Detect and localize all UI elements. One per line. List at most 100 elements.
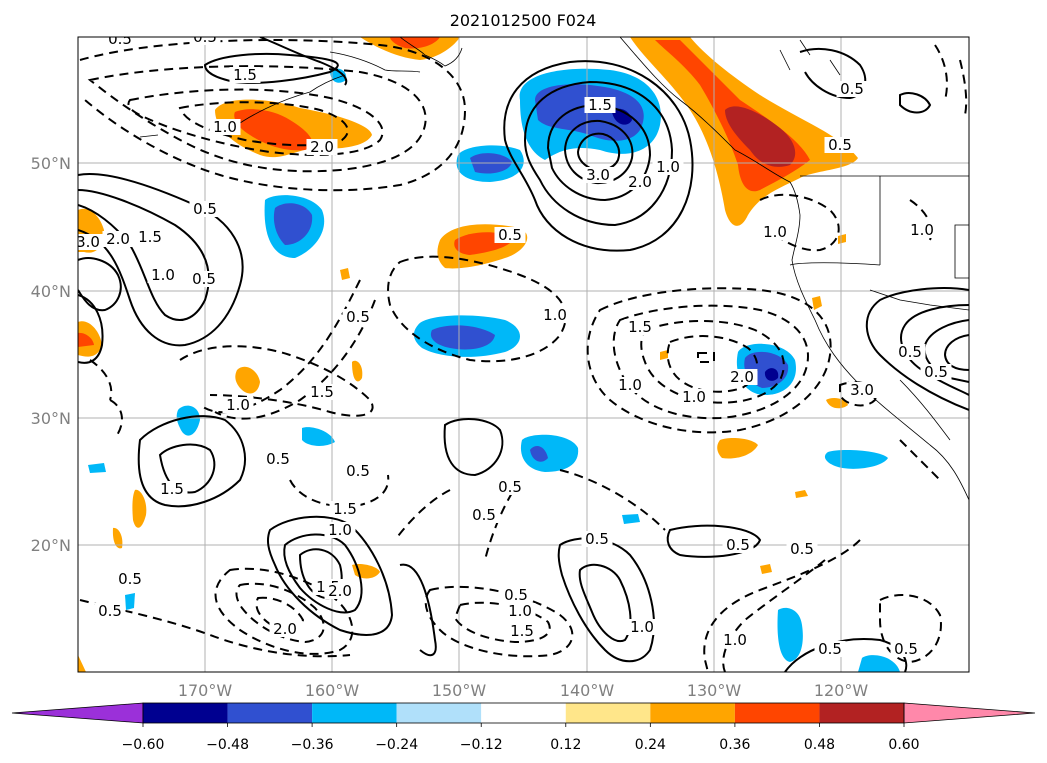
shaded-anomalies [78,37,900,672]
contour-label-bg [500,587,532,603]
map-frame [77,36,970,673]
lat-label-50n: 50°N [31,154,71,173]
colorbar-segment [143,703,228,723]
colorbar-tick-label: 0.60 [888,737,919,753]
contour-label: 0.5 [472,506,496,524]
contour-label-bg [786,541,818,557]
map-plot: 0.5 0.51.51.02.01.53.0 2.01.00.50.50.51.00… [78,37,969,672]
contour-label: 3.0 [850,381,874,399]
lat-label-20n: 20°N [31,536,71,555]
lon-label-140w: 140°W [560,681,615,700]
contour-label: 0.5 [840,80,864,98]
colorbar-segment [312,703,397,723]
contour-label-bg [324,522,356,538]
contour-label: 1.0 [618,376,642,394]
contour-label: 1.5 [138,228,162,246]
contour-label-bg [652,159,684,175]
colorbar: −0.60 −0.48 −0.36 −0.24 −0.12 0.12 0.24 0.36 0.4… [11,702,1036,753]
contour-label-bg [906,222,938,238]
contour-label: 0.5 [894,640,918,658]
contour-label: 0.5 [192,270,216,288]
contour-label-bg [114,571,146,587]
lon-label-150w: 150°W [432,681,487,700]
colorbar-segment [481,703,566,723]
colorbar-tick-label: 0.48 [804,737,835,753]
lat-label-30n: 30°N [31,409,71,428]
contour-label-bg [581,531,613,547]
contour-label: 2.0 [273,620,297,638]
colorbar-tick-label: 0.24 [635,737,666,753]
contour-label: 1.0 [543,306,567,324]
contour-label-bg [726,369,758,385]
contour-label-bg [894,344,926,360]
positive-anomaly-northwest-edge [360,37,460,60]
negative-anomaly-126w-15n [777,607,803,662]
contour-label-bg [759,224,791,240]
contour-label-bg [506,623,538,639]
contour-label-bg [262,451,294,467]
colorbar-segment [650,703,735,723]
contour-label-bg [209,119,241,135]
contour-label: 0.5 [193,200,217,218]
contour-label: 0.5 [818,640,842,658]
contour-label-bg [890,641,922,657]
contour-label-bg [814,641,846,657]
colorbar-tick-label: −0.12 [460,737,503,753]
contour-label-bg [222,397,254,413]
contour-label: 1.5 [233,66,257,84]
contour-label-bg [104,37,136,47]
contour-label: 1.0 [630,618,654,636]
contour-label: 1.5 [160,480,184,498]
contour-label-bg [494,479,526,495]
contour-label: 1.5 [310,383,334,401]
colorbar-tick-label: −0.36 [291,737,334,753]
contour-label-bg [920,364,952,380]
contour-label-bg [678,389,710,405]
contour-label-bg [504,603,536,619]
contour-label-bg [78,234,104,250]
contour-label: 0.5 [118,570,142,588]
contour-label: 0.5 [504,586,528,604]
contour-label: 1.0 [723,631,747,649]
contour-label-bg [614,377,646,393]
coastlines [139,37,969,501]
contour-label-bg [582,167,614,183]
colorbar-tick-label: 0.12 [550,737,581,753]
contour-label-bg [824,137,856,153]
contour-label: 1.5 [588,96,612,114]
contour-label-bg [102,231,134,247]
contour-label: 2.0 [310,138,334,156]
contour-label: 0.5 [828,136,852,154]
lon-label-120w: 120°W [814,681,869,700]
map-title: 2021012500 F024 [450,11,597,30]
contour-label: 0.5 [924,363,948,381]
contour-subtropical-high-west [137,415,246,508]
contour-label: 1.0 [910,221,934,239]
contour-label-bg [846,382,878,398]
colorbar-extend-min [11,702,144,724]
contour-label: 2.0 [730,368,754,386]
contour-label: 2.0 [328,582,352,600]
contour-label-bg [306,139,338,155]
contour-label-bg [342,463,374,479]
contour-label-bg [229,67,261,83]
contour-label: 1.0 [763,223,787,241]
contour-label: 0.5 [585,530,609,548]
negative-anomaly-gulf-of-alaska-center [612,108,632,125]
contour-label-bg [494,227,526,243]
contour-label: 1.0 [656,158,680,176]
contour-label-bg [342,309,374,325]
contour-label: 0.5 [726,536,750,554]
colorbar-tick-label: −0.48 [206,737,249,753]
contour-label-bg [94,603,126,619]
latitude-labels: 50°N 40°N 30°N 20°N [31,154,71,555]
colorbar-segment [227,703,313,723]
contour-label-bg [624,319,656,335]
contour-label: 0.5 [790,540,814,558]
contour-label: 0.5 [498,478,522,496]
contour-label: 3.0 [586,166,610,184]
gridlines [78,37,969,672]
contour-label: 1.5 [333,500,357,518]
lat-label-40n: 40°N [31,282,71,301]
contour-label-bg [188,271,220,287]
